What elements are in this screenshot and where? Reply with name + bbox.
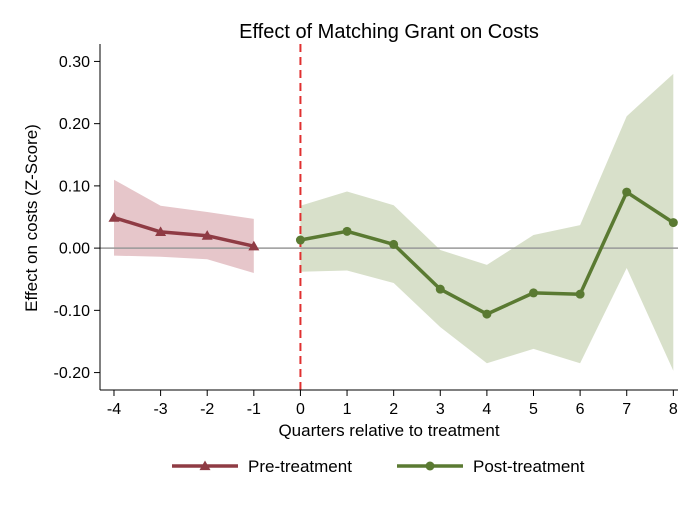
series-line-0: [113, 215, 255, 248]
x-tick-label-4: 0: [296, 401, 305, 418]
legend: Pre-treatment Post-treatment: [172, 457, 585, 476]
data-point-1-2: [389, 239, 399, 249]
data-point-1-6: [575, 289, 585, 299]
legend-label-0: Pre-treatment: [248, 457, 352, 476]
x-tick-label-6: 2: [389, 401, 398, 418]
x-tick-label-10: 6: [576, 401, 585, 418]
reference-lines: [100, 44, 678, 390]
x-tick-label-9: 5: [529, 401, 538, 418]
data-point-1-7: [622, 187, 632, 197]
chart-title: Effect of Matching Grant on Costs: [239, 21, 539, 43]
legend-marker-0: [199, 460, 211, 471]
y-tick-label-5: -0.20: [54, 365, 91, 382]
x-tick-label-5: 1: [343, 401, 352, 418]
x-tick-label-2: -2: [200, 401, 214, 418]
y-tick-label-1: 0.20: [59, 116, 90, 133]
data-point-0-3: [248, 240, 260, 251]
data-point-0-2: [201, 230, 213, 240]
legend-marker-1: [425, 461, 435, 471]
confidence-band-0: [114, 179, 254, 273]
data-point-1-3: [435, 284, 445, 294]
x-tick-label-7: 3: [436, 401, 445, 418]
data-point-1-0: [295, 235, 305, 245]
data-point-0-0: [108, 212, 120, 222]
legend-label-1: Post-treatment: [473, 457, 585, 476]
x-axis-label: Quarters relative to treatment: [278, 421, 499, 440]
y-tick-label-3: 0.00: [59, 241, 90, 258]
data-point-1-4: [482, 309, 492, 319]
y-tick-label-4: -0.10: [54, 303, 91, 320]
x-tick-label-12: 8: [669, 401, 678, 418]
data-point-0-1: [155, 226, 167, 237]
axes: 0.30 0.20 0.10 0.00 -0.10 -0.20 -4 -3 -2 -1 0 1 2 3 4 5…: [54, 44, 678, 418]
x-tick-label-0: -4: [107, 401, 121, 418]
x-tick-label-1: -3: [153, 401, 167, 418]
x-tick-label-3: -1: [247, 401, 261, 418]
x-tick-label-8: 4: [482, 401, 491, 418]
series-lines: [108, 187, 678, 319]
data-point-1-5: [529, 288, 538, 298]
y-axis-label: Effect on costs (Z-Score): [22, 124, 41, 312]
y-tick-label-2: 0.10: [59, 178, 90, 195]
y-tick-label-0: 0.30: [59, 54, 90, 71]
data-point-1-8: [668, 218, 678, 228]
x-tick-label-11: 7: [622, 401, 631, 418]
data-point-1-1: [342, 226, 352, 236]
